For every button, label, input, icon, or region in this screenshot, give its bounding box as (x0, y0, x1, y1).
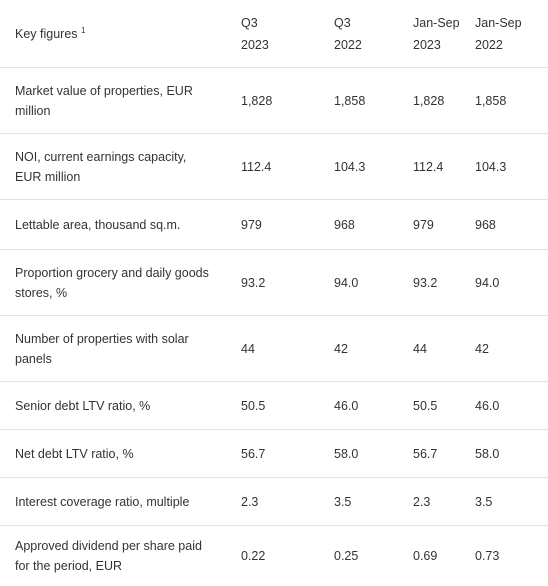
row-value: 46.0 (334, 398, 359, 413)
row-value: 46.0 (475, 398, 500, 413)
table-row: Net debt LTV ratio, % 56.7 58.0 56.7 58.… (0, 430, 548, 478)
row-value: 979 (241, 217, 262, 232)
column-header: Q3 2022 (315, 12, 395, 56)
row-value: 2.3 (241, 494, 259, 509)
table-row: NOI, current earnings capacity, EUR mill… (0, 134, 548, 200)
table-row: Lettable area, thousand sq.m. 979 968 97… (0, 200, 548, 250)
row-value: 2.3 (413, 494, 431, 509)
row-value: 104.3 (334, 159, 366, 174)
row-value: 112.4 (241, 159, 272, 174)
column-header-line1: Q3 (241, 15, 258, 30)
table-row: Interest coverage ratio, multiple 2.3 3.… (0, 478, 548, 526)
row-value: 94.0 (475, 275, 500, 290)
row-value: 0.73 (475, 549, 500, 563)
row-label: Lettable area, thousand sq.m. (15, 217, 181, 232)
column-header-line2: 2023 (413, 37, 441, 52)
row-value: 1,858 (334, 93, 366, 108)
table-row: Senior debt LTV ratio, % 50.5 46.0 50.5 … (0, 382, 548, 430)
row-value: 1,828 (413, 93, 445, 108)
row-value: 104.3 (475, 159, 507, 174)
row-value: 50.5 (413, 398, 438, 413)
row-label: Interest coverage ratio, multiple (15, 494, 190, 509)
row-value: 44 (413, 341, 427, 356)
row-value: 50.5 (241, 398, 266, 413)
row-label: Proportion grocery and daily goods store… (15, 265, 209, 300)
column-header-line2: 2022 (334, 37, 362, 52)
row-value: 3.5 (475, 494, 493, 509)
row-value: 58.0 (334, 446, 359, 461)
row-label: Number of properties with solar panels (15, 331, 189, 366)
row-value: 1,858 (475, 93, 507, 108)
column-header-line1: Jan-Sep (413, 15, 460, 30)
row-value: 58.0 (475, 446, 500, 461)
row-value: 42 (334, 341, 348, 356)
table-row: Approved dividend per share paid for the… (0, 526, 548, 586)
row-label: Market value of properties, EUR million (15, 83, 193, 118)
column-header-line1: Jan-Sep (475, 15, 522, 30)
row-value: 93.2 (413, 275, 438, 290)
key-figures-heading: Key figures (15, 26, 78, 41)
table-header-label: Key figures 1 (0, 24, 222, 44)
column-header-line2: 2023 (241, 37, 269, 52)
row-value: 42 (475, 341, 489, 356)
column-header: Jan-Sep 2022 (475, 12, 548, 56)
footnote-marker: 1 (81, 25, 86, 35)
row-value: 968 (475, 217, 496, 232)
row-value: 56.7 (413, 446, 438, 461)
row-label: Senior debt LTV ratio, % (15, 398, 151, 413)
column-header: Q3 2023 (222, 12, 315, 56)
row-value: 0.69 (413, 549, 438, 563)
row-label: Net debt LTV ratio, % (15, 446, 134, 461)
column-header-line2: 2022 (475, 37, 503, 52)
row-value: 979 (413, 217, 434, 232)
row-label: NOI, current earnings capacity, EUR mill… (15, 149, 187, 184)
row-value: 0.22 (241, 549, 266, 563)
row-value: 56.7 (241, 446, 266, 461)
row-value: 3.5 (334, 494, 352, 509)
row-label: Approved dividend per share paid for the… (15, 539, 202, 573)
table-row: Proportion grocery and daily goods store… (0, 250, 548, 316)
row-value: 1,828 (241, 93, 273, 108)
column-header-line1: Q3 (334, 15, 351, 30)
table-row: Number of properties with solar panels 4… (0, 316, 548, 382)
row-value: 94.0 (334, 275, 359, 290)
row-value: 93.2 (241, 275, 266, 290)
column-header: Jan-Sep 2023 (395, 12, 475, 56)
row-value: 44 (241, 341, 255, 356)
table-header-row: Key figures 1 Q3 2023 Q3 2022 Jan-Sep 20… (0, 0, 548, 68)
table-row: Market value of properties, EUR million … (0, 68, 548, 134)
row-value: 0.25 (334, 549, 359, 563)
row-value: 968 (334, 217, 355, 232)
row-value: 112.4 (413, 159, 444, 174)
